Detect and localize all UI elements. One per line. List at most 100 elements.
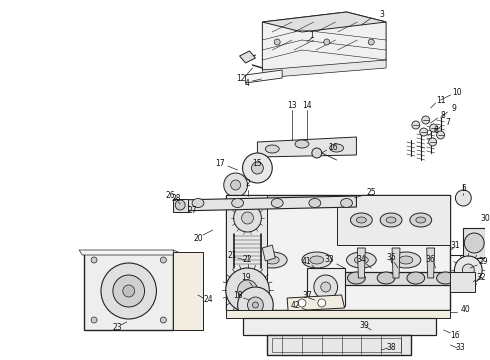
Text: 42: 42 <box>290 301 300 310</box>
Text: 20: 20 <box>193 234 203 243</box>
Polygon shape <box>357 248 366 278</box>
Ellipse shape <box>356 217 367 223</box>
Circle shape <box>113 275 145 307</box>
Text: 29: 29 <box>478 257 488 266</box>
Text: 10: 10 <box>453 87 462 96</box>
Circle shape <box>251 162 263 174</box>
Ellipse shape <box>265 256 279 264</box>
Polygon shape <box>337 195 450 245</box>
Circle shape <box>247 297 263 313</box>
Text: 13: 13 <box>287 100 297 109</box>
Polygon shape <box>240 51 255 63</box>
Circle shape <box>437 131 444 139</box>
Circle shape <box>465 233 484 253</box>
Ellipse shape <box>310 256 324 264</box>
Text: 27: 27 <box>187 206 197 215</box>
Circle shape <box>420 128 428 136</box>
Circle shape <box>252 302 258 308</box>
Ellipse shape <box>380 213 402 227</box>
Text: 37: 37 <box>302 291 312 300</box>
Ellipse shape <box>271 198 283 207</box>
Text: 26: 26 <box>166 190 175 199</box>
Text: 28: 28 <box>172 194 181 202</box>
Circle shape <box>422 116 430 124</box>
Ellipse shape <box>302 252 332 268</box>
Ellipse shape <box>257 252 287 268</box>
Ellipse shape <box>410 213 432 227</box>
Polygon shape <box>450 272 475 292</box>
Polygon shape <box>173 199 188 212</box>
Text: 15: 15 <box>253 158 262 167</box>
Circle shape <box>324 39 330 45</box>
Text: 22: 22 <box>243 256 252 265</box>
Polygon shape <box>245 70 282 83</box>
Text: 16: 16 <box>328 143 338 152</box>
Ellipse shape <box>350 213 372 227</box>
Text: 21: 21 <box>228 251 238 260</box>
Text: 8: 8 <box>440 111 445 120</box>
Text: 18: 18 <box>233 291 243 300</box>
Circle shape <box>455 190 471 206</box>
Ellipse shape <box>265 145 279 153</box>
Circle shape <box>312 148 322 158</box>
Circle shape <box>463 264 474 276</box>
Polygon shape <box>173 252 203 330</box>
Polygon shape <box>262 12 386 32</box>
Ellipse shape <box>347 272 366 284</box>
Circle shape <box>454 256 482 284</box>
Ellipse shape <box>416 217 426 223</box>
Circle shape <box>318 299 326 307</box>
Circle shape <box>231 180 241 190</box>
Text: 40: 40 <box>461 306 470 315</box>
Ellipse shape <box>399 256 413 264</box>
Text: 41: 41 <box>302 257 312 266</box>
Circle shape <box>234 204 261 232</box>
Text: 11: 11 <box>436 95 445 104</box>
Ellipse shape <box>330 144 343 152</box>
Polygon shape <box>427 248 435 278</box>
Ellipse shape <box>309 198 321 207</box>
Text: 2: 2 <box>245 179 250 188</box>
Text: 1: 1 <box>310 31 314 40</box>
Text: 24: 24 <box>203 296 213 305</box>
Circle shape <box>160 317 166 323</box>
Ellipse shape <box>391 252 421 268</box>
Text: 32: 32 <box>476 274 486 283</box>
Polygon shape <box>173 250 178 330</box>
Text: 3: 3 <box>380 9 385 18</box>
Text: 33: 33 <box>325 256 335 265</box>
Polygon shape <box>262 12 386 70</box>
Polygon shape <box>226 310 450 318</box>
Ellipse shape <box>192 198 204 207</box>
Circle shape <box>243 153 272 183</box>
Ellipse shape <box>232 198 244 207</box>
Polygon shape <box>226 195 450 310</box>
Text: 38: 38 <box>386 343 396 352</box>
Text: 9: 9 <box>451 104 456 113</box>
Polygon shape <box>464 228 485 258</box>
Text: 6: 6 <box>433 126 438 135</box>
Text: 19: 19 <box>241 274 250 283</box>
Ellipse shape <box>295 140 309 148</box>
Circle shape <box>91 257 97 263</box>
Circle shape <box>308 329 316 337</box>
Bar <box>272 338 401 352</box>
Text: 23: 23 <box>112 324 122 333</box>
Polygon shape <box>226 195 268 310</box>
Circle shape <box>226 268 270 312</box>
Polygon shape <box>262 245 275 261</box>
Circle shape <box>430 124 438 132</box>
Ellipse shape <box>407 272 425 284</box>
Ellipse shape <box>354 256 368 264</box>
Text: 25: 25 <box>367 188 376 197</box>
Polygon shape <box>79 250 176 255</box>
Text: 39: 39 <box>360 320 369 329</box>
Text: 17: 17 <box>215 158 224 167</box>
Circle shape <box>238 280 257 300</box>
Polygon shape <box>287 295 344 311</box>
Circle shape <box>123 285 135 297</box>
Text: 30: 30 <box>480 213 490 222</box>
Text: 36: 36 <box>426 256 436 265</box>
Text: 4: 4 <box>245 78 250 87</box>
Ellipse shape <box>377 272 395 284</box>
